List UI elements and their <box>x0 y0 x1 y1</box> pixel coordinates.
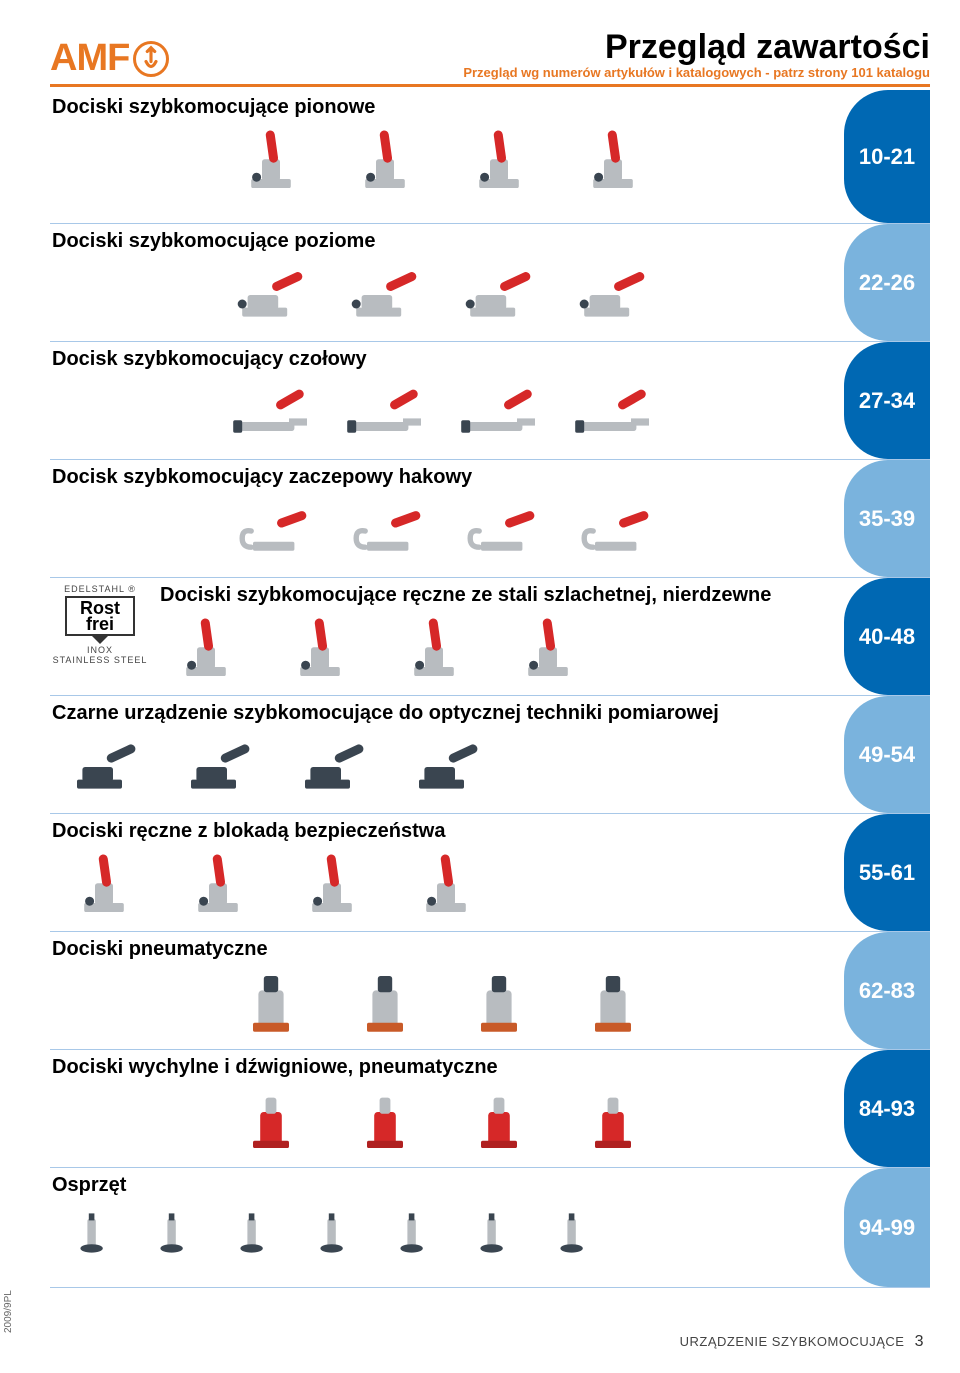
footer-page-number: 3 <box>915 1333 924 1350</box>
rostfrei-badge: EDELSTAHL ® Rostfrei INOXSTAINLESS STEEL <box>50 584 150 666</box>
product-thumb <box>453 125 545 197</box>
product-thumb <box>58 1203 128 1263</box>
product-thumb <box>339 377 431 449</box>
product-thumb <box>400 849 492 921</box>
product-thumb <box>225 377 317 449</box>
product-thumb <box>567 1085 659 1157</box>
product-thumb <box>58 849 150 921</box>
page-range-tab: 62-83 <box>844 932 930 1049</box>
page-range-tab: 49-54 <box>844 696 930 813</box>
logo-icon <box>133 41 169 77</box>
section-label: Dociski szybkomocujące pionowe <box>50 96 834 119</box>
product-thumb <box>218 1203 288 1263</box>
toc-section: Docisk szybkomocujący zaczepowy hakowy 3… <box>50 460 930 578</box>
toc-section: Docisk szybkomocujący czołowy 27-34 <box>50 342 930 460</box>
section-label: Docisk szybkomocujący czołowy <box>50 348 834 371</box>
product-thumb <box>172 731 264 803</box>
logo-text: AMF <box>50 37 129 80</box>
product-thumb <box>339 259 431 331</box>
product-thumb <box>225 967 317 1039</box>
product-thumb <box>225 1085 317 1157</box>
section-label: Docisk szybkomocujący zaczepowy hakowy <box>50 466 834 489</box>
page-range-tab: 35-39 <box>844 460 930 577</box>
product-thumb <box>138 1203 208 1263</box>
toc-section: Dociski ręczne z blokadą bezpieczeństwa … <box>50 814 930 932</box>
section-label: Dociski pneumatyczne <box>50 938 834 961</box>
product-thumb <box>172 849 264 921</box>
product-thumb <box>274 613 366 685</box>
page-range-tab: 22-26 <box>844 224 930 341</box>
product-thumb <box>225 259 317 331</box>
product-thumb <box>225 125 317 197</box>
product-thumb <box>225 495 317 567</box>
toc-section: Dociski pneumatyczne 62-83 <box>50 932 930 1050</box>
product-thumb <box>453 377 545 449</box>
product-thumb <box>298 1203 368 1263</box>
product-thumb <box>58 731 150 803</box>
product-thumb <box>339 495 431 567</box>
product-thumb <box>567 967 659 1039</box>
section-label: Dociski szybkomocujące poziome <box>50 230 834 253</box>
page-range-tab: 55-61 <box>844 814 930 931</box>
page-range-tab: 27-34 <box>844 342 930 459</box>
page-subtitle: Przegląd wg numerów artykułów i katalogo… <box>189 65 930 80</box>
toc-section: Dociski wychylne i dźwigniowe, pneumatyc… <box>50 1050 930 1168</box>
toc-section: EDELSTAHL ® Rostfrei INOXSTAINLESS STEEL… <box>50 578 930 696</box>
product-thumb <box>453 1085 545 1157</box>
product-thumb <box>286 731 378 803</box>
product-thumb <box>567 259 659 331</box>
product-thumb <box>378 1203 448 1263</box>
header-rule <box>50 84 930 87</box>
toc-section: Dociski szybkomocujące poziome 22-26 <box>50 224 930 342</box>
toc-section: Czarne urządzenie szybkomocujące do opty… <box>50 696 930 814</box>
product-thumb <box>458 1203 528 1263</box>
toc-section: Dociski szybkomocujące pionowe 10-21 <box>50 90 930 224</box>
toc-section: Osprzęt 94-99 <box>50 1168 930 1288</box>
product-thumb <box>388 613 480 685</box>
footer-text: URZĄDZENIE SZYBKOMOCUJĄCE <box>680 1334 905 1349</box>
product-thumb <box>339 1085 431 1157</box>
page-range-tab: 84-93 <box>844 1050 930 1167</box>
page-range-tab: 40-48 <box>844 578 930 695</box>
product-thumb <box>286 849 378 921</box>
product-thumb <box>538 1203 608 1263</box>
footer: URZĄDZENIE SZYBKOMOCUJĄCE 3 <box>680 1333 924 1351</box>
page-range-tab: 10-21 <box>844 90 930 223</box>
section-label: Osprzęt <box>50 1174 834 1197</box>
product-thumb <box>160 613 252 685</box>
product-thumb <box>567 377 659 449</box>
section-label: Czarne urządzenie szybkomocujące do opty… <box>50 702 834 725</box>
section-label: Dociski szybkomocujące ręczne ze stali s… <box>50 584 834 607</box>
product-thumb <box>567 125 659 197</box>
product-thumb <box>400 731 492 803</box>
product-thumb <box>453 259 545 331</box>
product-thumb <box>453 967 545 1039</box>
product-thumb <box>339 967 431 1039</box>
product-thumb <box>502 613 594 685</box>
section-label: Dociski ręczne z blokadą bezpieczeństwa <box>50 820 834 843</box>
page-range-tab: 94-99 <box>844 1168 930 1287</box>
product-thumb <box>339 125 431 197</box>
brand-logo: AMF <box>50 37 169 80</box>
product-thumb <box>567 495 659 567</box>
product-thumb <box>453 495 545 567</box>
side-code: 2009/9PL <box>3 1290 14 1333</box>
page-title: Przegląd zawartości <box>189 28 930 67</box>
section-label: Dociski wychylne i dźwigniowe, pneumatyc… <box>50 1056 834 1079</box>
